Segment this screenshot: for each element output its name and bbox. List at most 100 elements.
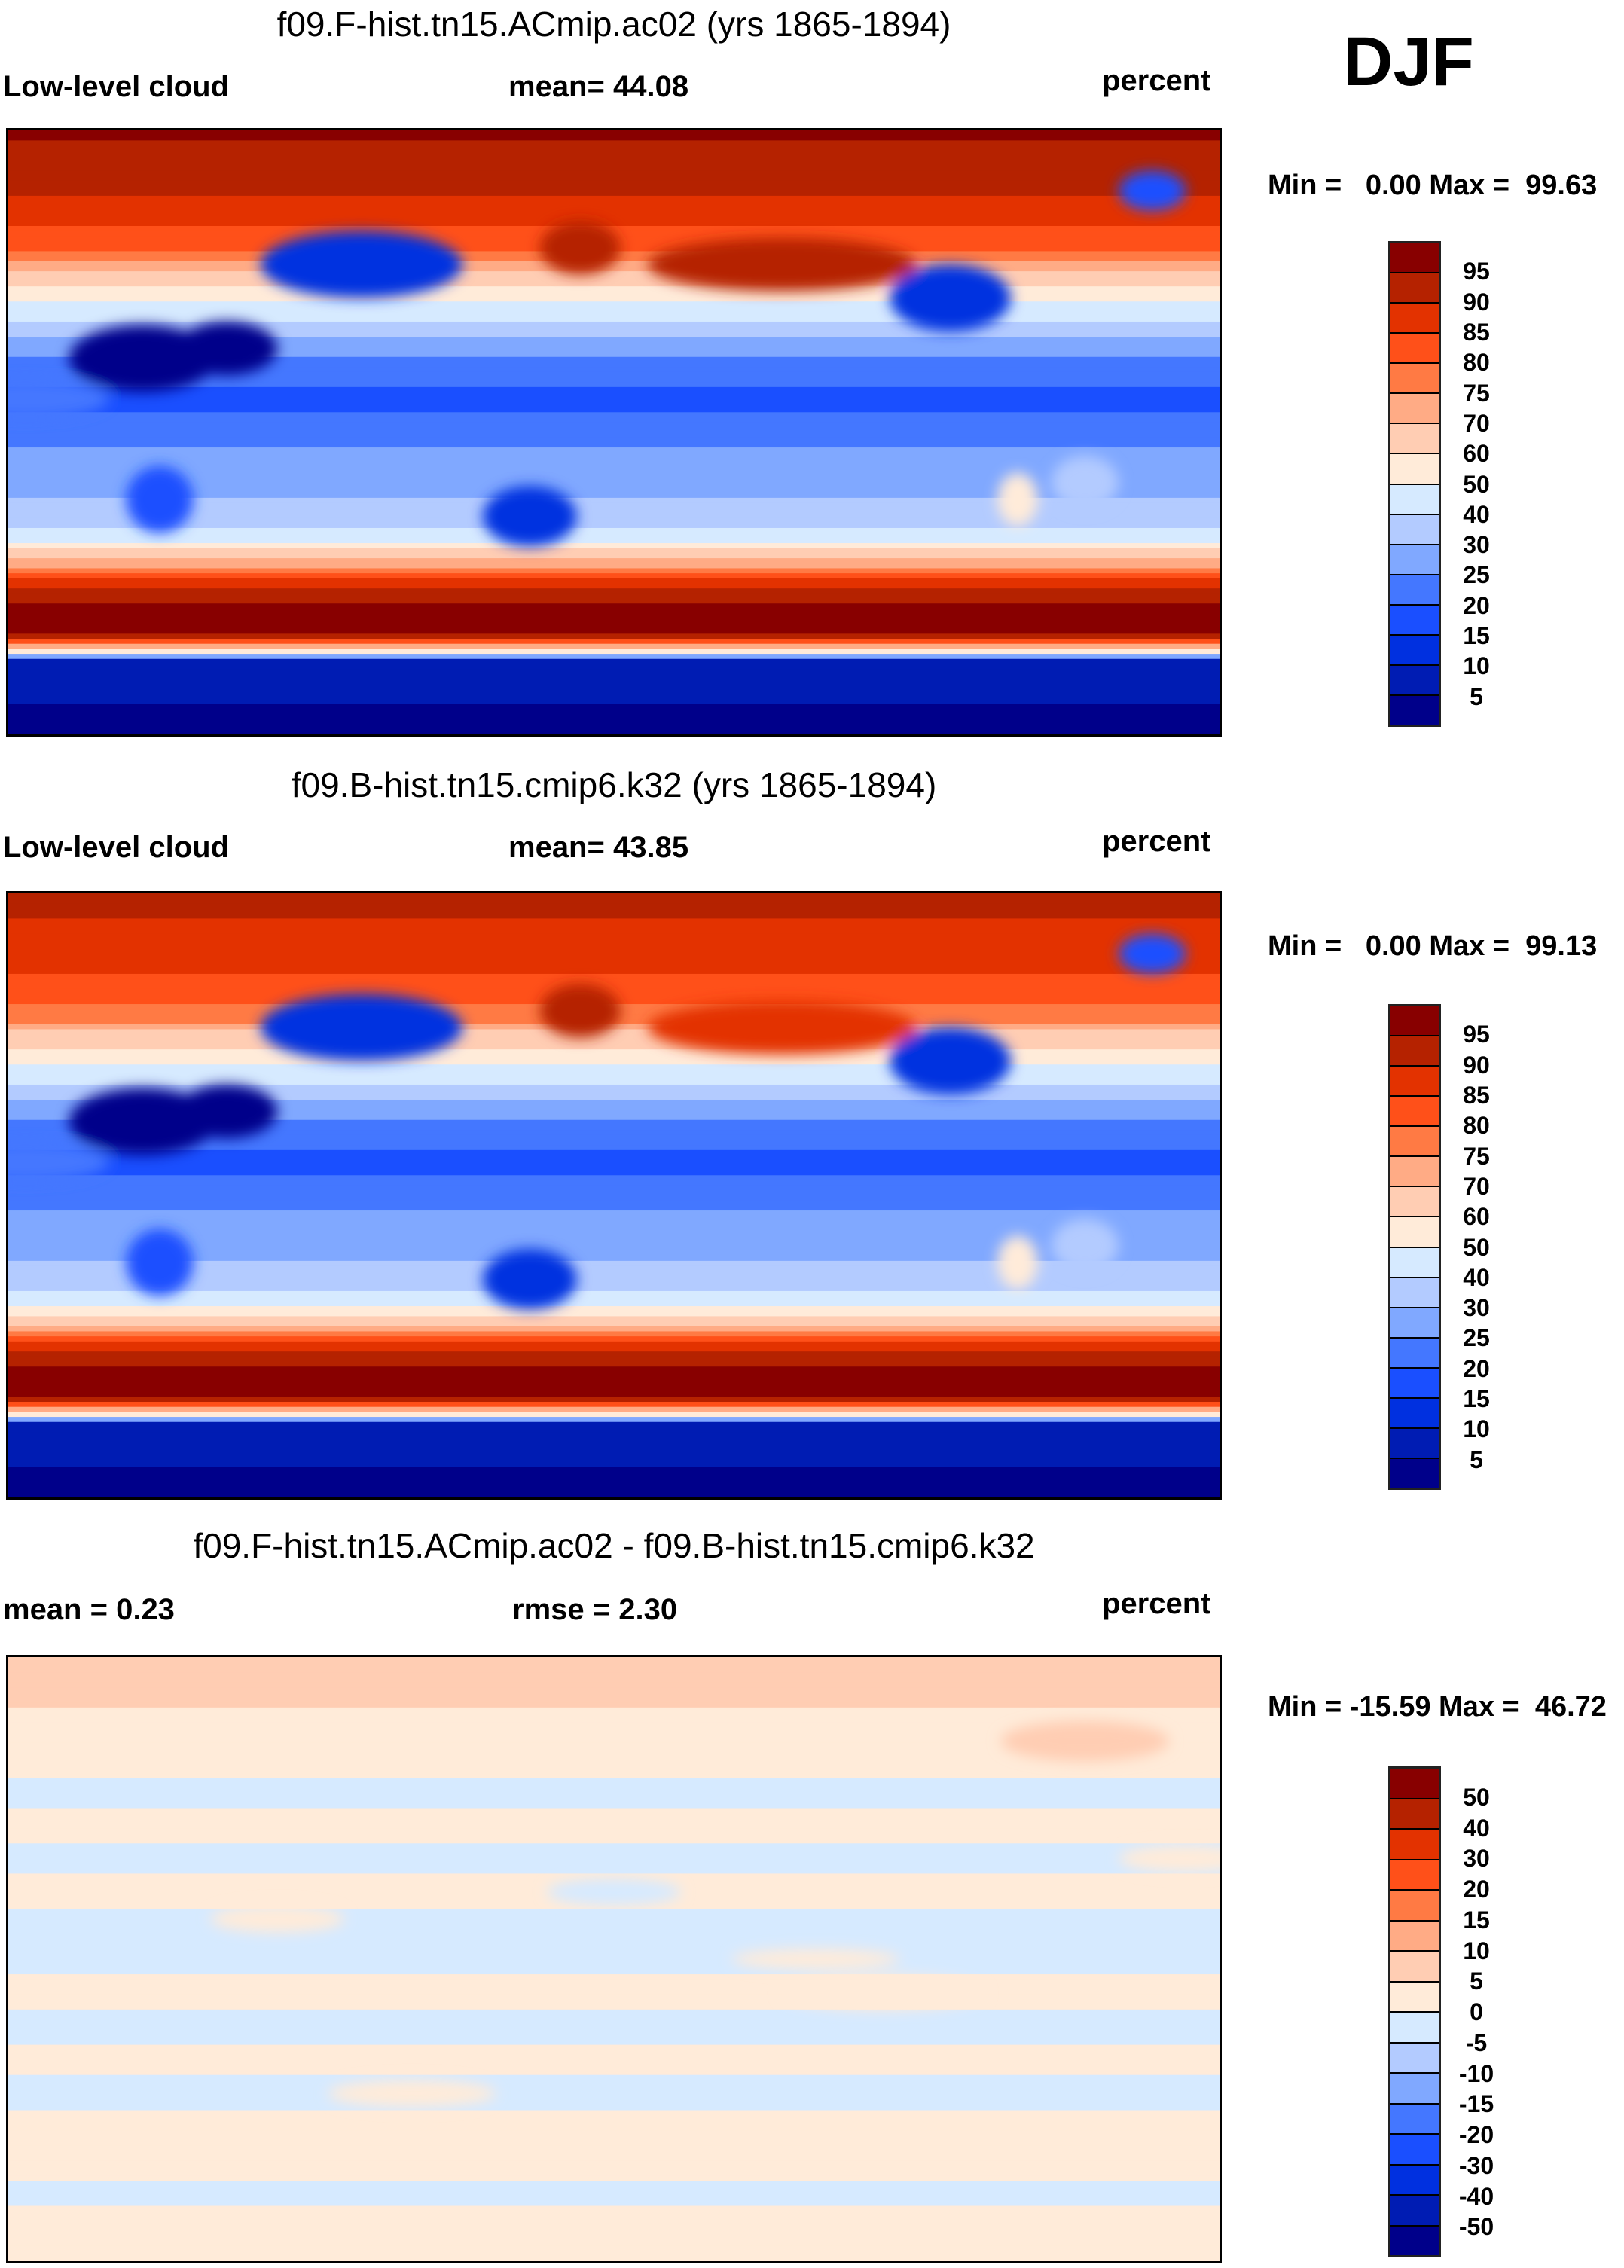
zonal-band [8, 1074, 1220, 1080]
zonal-band [8, 2034, 1220, 2041]
zonal-band [8, 1130, 1220, 1136]
zonal-band [8, 1326, 1220, 1332]
zonal-band [8, 296, 1220, 302]
colorbar-tick-label: 40 [1463, 500, 1490, 528]
zonal-band [8, 2105, 1220, 2111]
zonal-band [8, 452, 1220, 458]
zonal-band [8, 478, 1220, 484]
zonal-band [8, 1949, 1220, 1955]
zonal-band [8, 1165, 1220, 1171]
colorbar-swatch [1390, 1157, 1439, 1188]
zonal-band [8, 1346, 1220, 1352]
zonal-band [8, 1275, 1220, 1282]
colorbar-tick-label: -10 [1458, 2059, 1494, 2087]
zonal-band [8, 326, 1220, 332]
zonal-band [8, 1482, 1220, 1488]
panel-units: percent [1102, 825, 1211, 858]
field-feature [261, 230, 462, 298]
zonal-band [8, 1079, 1220, 1085]
zonal-band [8, 1457, 1220, 1463]
zonal-band [8, 2110, 1220, 2116]
zonal-band [8, 649, 1220, 655]
field-feature [126, 466, 194, 533]
zonal-band [8, 1190, 1220, 1196]
zonal-band [8, 643, 1220, 649]
zonal-band [8, 1064, 1220, 1070]
zonal-band [8, 2221, 1220, 2227]
zonal-band [8, 1903, 1220, 1909]
zonal-band [8, 160, 1220, 166]
zonal-band [8, 2196, 1220, 2202]
zonal-band [8, 1447, 1220, 1453]
zonal-band [8, 2175, 1220, 2181]
zonal-band [8, 2135, 1220, 2141]
zonal-band [8, 1969, 1220, 1975]
colorbar-tick-label: 5 [1470, 1445, 1483, 1473]
field-feature [261, 994, 462, 1061]
colorbar-tick-label: 30 [1463, 1845, 1490, 1873]
zonal-band [8, 1125, 1220, 1131]
zonal-band [8, 583, 1220, 589]
zonal-band [8, 898, 1220, 904]
contour-map [6, 1655, 1222, 2263]
zonal-band [8, 2230, 1220, 2237]
colorbar-swatch [1390, 514, 1439, 545]
colorbar-tick-label: 75 [1463, 379, 1490, 407]
zonal-band [8, 973, 1220, 980]
zonal-band [8, 1406, 1220, 1412]
zonal-band [8, 412, 1220, 418]
zonal-band [8, 1682, 1220, 1688]
zonal-band [8, 1757, 1220, 1763]
zonal-band [8, 1924, 1220, 1930]
panel-left-label: Low-level cloud [3, 70, 230, 103]
zonal-band [8, 206, 1220, 212]
zonal-band [8, 2004, 1220, 2010]
colorbar-tick-label: -50 [1458, 2213, 1494, 2241]
zonal-band [8, 2185, 1220, 2191]
colorbar-tick-label: 85 [1463, 1081, 1490, 1109]
zonal-band [8, 628, 1220, 634]
zonal-band [8, 2140, 1220, 2146]
zonal-band [8, 2215, 1220, 2221]
zonal-band [8, 633, 1220, 639]
zonal-band [8, 2095, 1220, 2101]
colorbar-swatch [1390, 1277, 1439, 1308]
colorbar-swatch [1390, 1368, 1439, 1399]
zonal-band [8, 1039, 1220, 1045]
colorbar-swatch [1390, 605, 1439, 636]
colorbar-swatch [1390, 1097, 1439, 1128]
colorbar-tick-label: -40 [1458, 2182, 1494, 2210]
zonal-band [8, 1472, 1220, 1478]
colorbar-tick-label: 70 [1463, 409, 1490, 437]
zonal-band [8, 1802, 1220, 1809]
zonal-band [8, 1657, 1220, 1663]
zonal-band [8, 225, 1220, 232]
colorbar-tick-label: 50 [1463, 1783, 1490, 1811]
zonal-band [8, 457, 1220, 463]
zonal-band [8, 437, 1220, 443]
zonal-band [8, 1336, 1220, 1342]
zonal-band [8, 2029, 1220, 2035]
zonal-band [8, 2211, 1220, 2217]
zonal-band [8, 1823, 1220, 1829]
zonal-band [8, 2074, 1220, 2080]
zonal-band [8, 1707, 1220, 1713]
colorbar-swatch [1390, 2104, 1439, 2135]
colorbar-swatch [1390, 1187, 1439, 1218]
zonal-band [8, 1672, 1220, 1678]
colorbar-tick-label: 0 [1470, 1998, 1483, 2025]
zonal-band [8, 623, 1220, 630]
zonal-band [8, 291, 1220, 297]
zonal-band [8, 2014, 1220, 2020]
zonal-band [8, 286, 1220, 292]
zonal-band [8, 923, 1220, 929]
colorbar-tick-label: 15 [1463, 622, 1490, 650]
colorbar-tick-label: -30 [1458, 2151, 1494, 2179]
colorbar-swatch [1390, 243, 1439, 274]
zonal-band [8, 639, 1220, 645]
zonal-band [8, 2039, 1220, 2046]
zonal-band [8, 613, 1220, 619]
zonal-band [8, 1110, 1220, 1116]
zonal-band [8, 1712, 1220, 1718]
zonal-band [8, 1245, 1220, 1251]
